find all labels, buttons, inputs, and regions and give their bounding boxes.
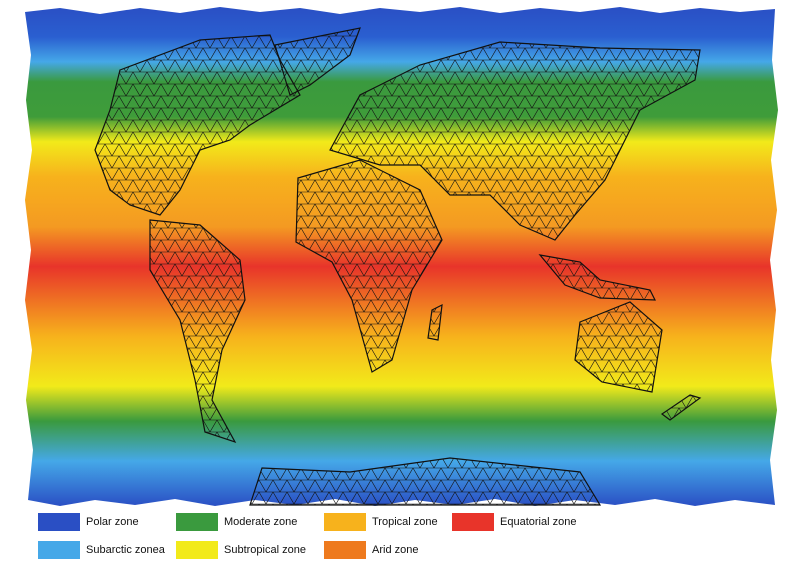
north-america bbox=[94, 34, 301, 216]
continents bbox=[94, 27, 702, 506]
indonesia bbox=[538, 254, 656, 301]
madagascar bbox=[427, 303, 443, 341]
legend-swatch bbox=[38, 513, 80, 531]
eurasia bbox=[329, 41, 701, 241]
legend-swatch bbox=[38, 541, 80, 559]
antarctica bbox=[249, 457, 602, 506]
greenland bbox=[274, 27, 361, 96]
legend-label: Moderate zone bbox=[224, 516, 297, 528]
legend-swatch bbox=[324, 513, 366, 531]
legend-swatch bbox=[176, 541, 218, 559]
legend-label: Subarctic zonea bbox=[86, 544, 166, 556]
new-zealand bbox=[660, 394, 702, 421]
legend-swatch bbox=[176, 513, 218, 531]
legend-label: Tropical zone bbox=[372, 516, 438, 528]
legend-label: Subtropical zone bbox=[224, 544, 306, 556]
legend-swatch bbox=[324, 541, 366, 559]
legend-label: Equatorial zone bbox=[500, 516, 576, 528]
legend-label: Arid zone bbox=[372, 544, 418, 556]
south-america bbox=[149, 219, 246, 444]
legend-label: Polar zone bbox=[86, 516, 139, 528]
africa bbox=[295, 159, 443, 373]
legend-swatch bbox=[452, 513, 494, 531]
australia bbox=[574, 301, 663, 393]
legend: Polar zone Moderate zone Tropical zone Equa… bbox=[38, 513, 576, 559]
